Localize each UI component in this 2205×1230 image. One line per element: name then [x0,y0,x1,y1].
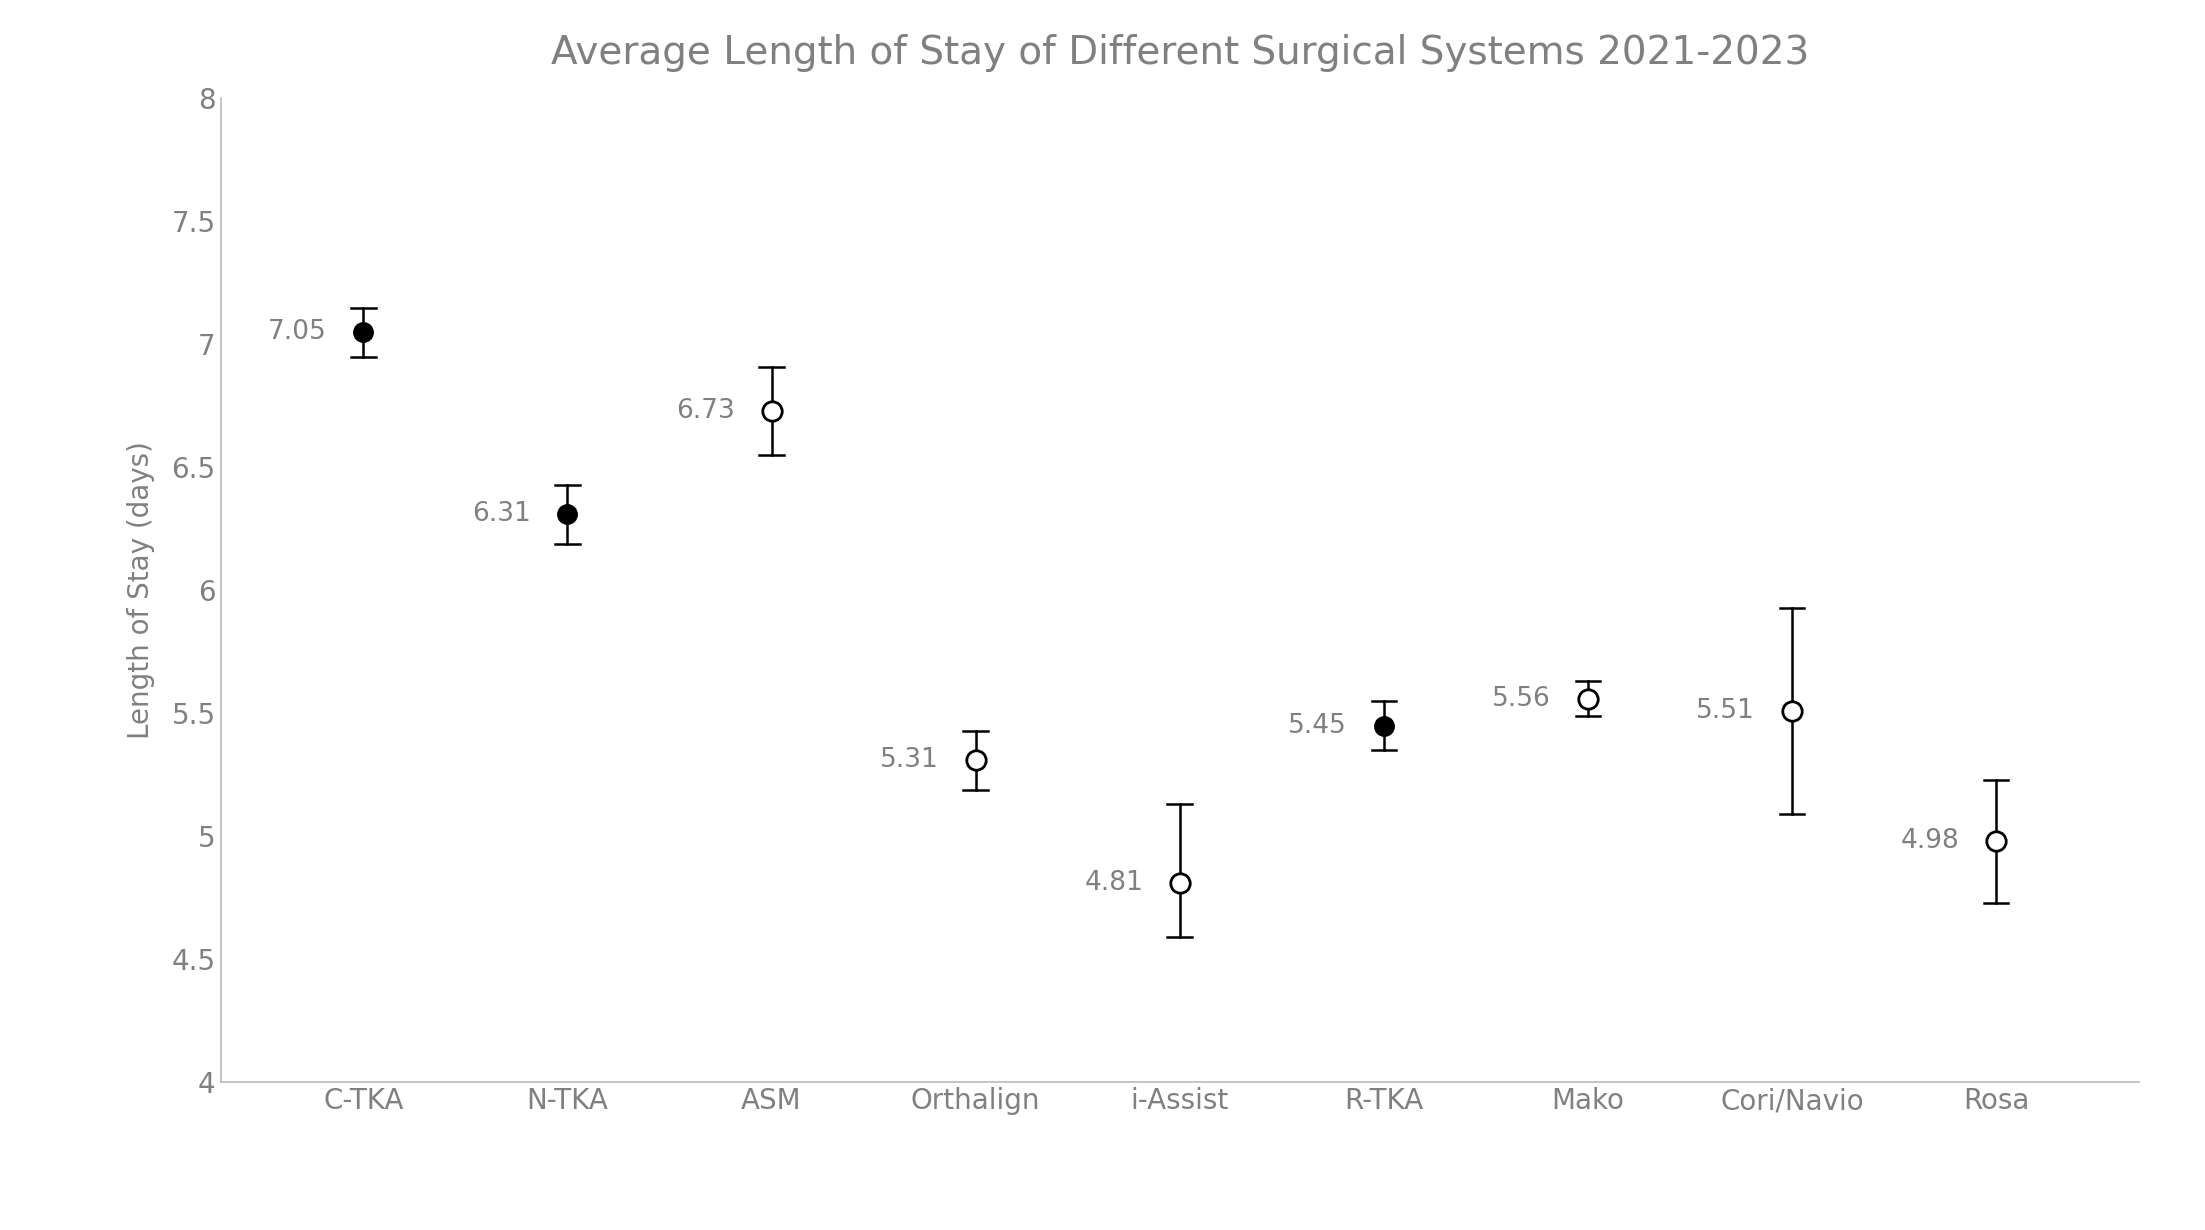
Text: 4.98: 4.98 [1901,828,1960,855]
Text: 5.51: 5.51 [1696,697,1755,724]
Text: 4.81: 4.81 [1085,870,1142,897]
Y-axis label: Length of Stay (days): Length of Stay (days) [128,442,154,739]
Text: 6.73: 6.73 [677,397,734,424]
Text: 5.45: 5.45 [1288,712,1347,739]
Text: 5.56: 5.56 [1493,685,1550,712]
Text: 6.31: 6.31 [472,501,531,528]
Text: 7.05: 7.05 [267,319,326,346]
Text: 5.31: 5.31 [880,747,939,774]
Title: Average Length of Stay of Different Surgical Systems 2021-2023: Average Length of Stay of Different Surg… [551,33,1808,71]
